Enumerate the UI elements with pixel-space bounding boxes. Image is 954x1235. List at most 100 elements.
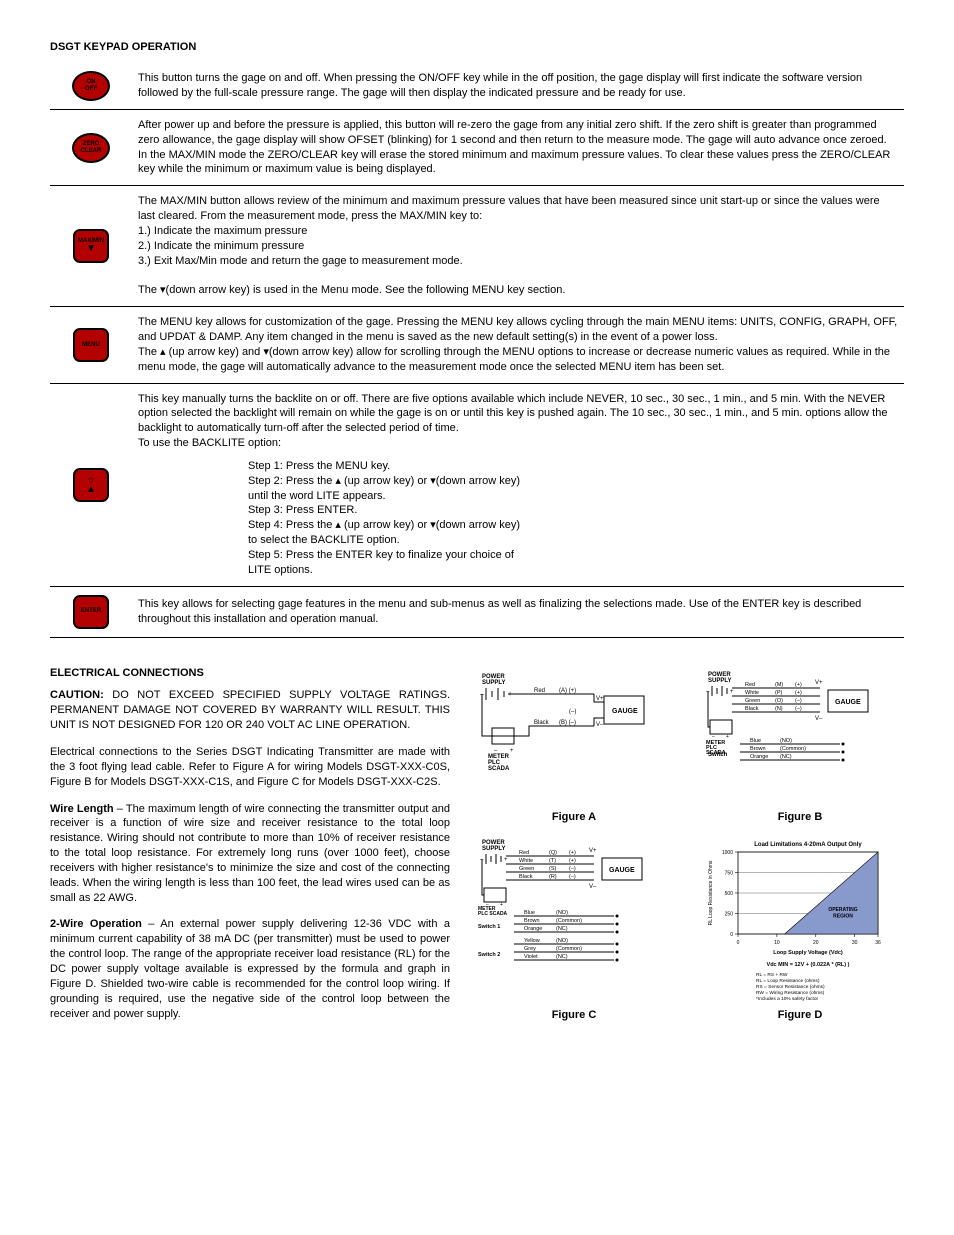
svg-text:V+: V+ xyxy=(596,696,604,702)
section-title-keypad: DSGT KEYPAD OPERATION xyxy=(50,40,904,55)
svg-text:(+): (+) xyxy=(569,858,576,864)
svg-text:(T): (T) xyxy=(549,858,556,864)
svg-text:Blue: Blue xyxy=(524,910,535,916)
svg-text:1000: 1000 xyxy=(722,850,733,856)
svg-text:Vdc MIN = 12V + (0.022A * (RL): Vdc MIN = 12V + (0.022A * (RL) ) xyxy=(767,962,850,968)
svg-text:*Includes a 10% safety factor: *Includes a 10% safety factor xyxy=(756,996,819,1002)
keypad-row-zero: ZERO CLEAR After power up and before the… xyxy=(50,109,904,185)
keypad-row-maxmin: MAX/MIN ▼ The MAX/MIN button allows revi… xyxy=(50,186,904,307)
figure-d-chart: Load Limitations 4-20mA Output Only 0 250 5… xyxy=(696,834,904,1004)
svg-text:(NO): (NO) xyxy=(556,910,568,916)
on-off-key-icon: ON OFF xyxy=(72,71,110,101)
svg-text:GAUGE: GAUGE xyxy=(835,699,861,706)
backlite-key-icon: ☼ ▲ xyxy=(73,468,109,502)
figure-a-label: Figure A xyxy=(470,810,678,825)
svg-text:White: White xyxy=(745,690,759,696)
svg-text:(–): (–) xyxy=(569,866,576,872)
svg-text:V–: V– xyxy=(589,884,597,890)
svg-text:500: 500 xyxy=(725,891,734,897)
svg-text:(Q): (Q) xyxy=(549,850,557,856)
figure-c-diagram: POWERSUPPLY –+ Red(Q)(+) White(T)(+) Gre… xyxy=(470,834,678,1004)
svg-text:+: + xyxy=(500,902,503,908)
svg-text:+: + xyxy=(504,857,508,863)
svg-text:Red: Red xyxy=(519,850,529,856)
keypad-table: ON OFF This button turns the gage on and… xyxy=(50,63,904,638)
figure-b-diagram: POWERSUPPLY –+ Red(M)(+) White(P)(+) Gre… xyxy=(696,666,904,806)
two-wire-paragraph: 2-Wire Operation – An external power sup… xyxy=(50,917,450,1021)
svg-text:(Common): (Common) xyxy=(556,946,582,952)
svg-text:750: 750 xyxy=(725,871,734,877)
svg-text:Yellow: Yellow xyxy=(524,938,540,944)
svg-text:(R): (R) xyxy=(549,874,557,880)
fig-a-ps-label: POWERSUPPLY xyxy=(482,674,505,686)
svg-text:OPERATING: OPERATING xyxy=(828,908,857,914)
svg-text:–: – xyxy=(486,902,489,908)
svg-text:0: 0 xyxy=(730,932,733,938)
keypad-row-onoff: ON OFF This button turns the gage on and… xyxy=(50,63,904,110)
svg-text:Orange: Orange xyxy=(750,754,768,760)
svg-text:(M): (M) xyxy=(775,682,783,688)
svg-text:Black: Black xyxy=(534,720,550,726)
figure-c: POWERSUPPLY –+ Red(Q)(+) White(T)(+) Gre… xyxy=(470,834,678,1023)
svg-text:(–): (–) xyxy=(795,706,802,712)
wire-length-paragraph: Wire Length – The maximum length of wire… xyxy=(50,802,450,906)
svg-text:REGION: REGION xyxy=(833,914,853,920)
svg-text:Green: Green xyxy=(745,698,760,704)
connections-paragraph: Electrical connections to the Series DSG… xyxy=(50,745,450,790)
svg-text:30: 30 xyxy=(852,940,858,946)
svg-text:Switch 1: Switch 1 xyxy=(478,924,500,930)
keypad-desc: The MENU key allows for customization of… xyxy=(132,307,904,383)
svg-text:+: + xyxy=(510,748,514,754)
electrical-text-column: ELECTRICAL CONNECTIONS CAUTION: DO NOT E… xyxy=(50,666,450,1034)
keypad-desc: This button turns the gage on and off. W… xyxy=(132,63,904,110)
svg-text:10: 10 xyxy=(774,940,780,946)
keypad-row-backlite: ☼ ▲ This key manually turns the backlite… xyxy=(50,383,904,586)
svg-text:20: 20 xyxy=(813,940,819,946)
figure-b: POWERSUPPLY –+ Red(M)(+) White(P)(+) Gre… xyxy=(696,666,904,825)
backlite-steps: Step 1: Press the MENU key. Step 2: Pres… xyxy=(248,459,898,578)
keypad-desc: The MAX/MIN button allows review of the … xyxy=(132,186,904,307)
svg-text:RL = Loop Resistance (ohms): RL = Loop Resistance (ohms) xyxy=(756,978,820,984)
svg-text:36: 36 xyxy=(875,940,881,946)
keypad-desc: After power up and before the pressure i… xyxy=(132,109,904,185)
figure-b-label: Figure B xyxy=(696,810,904,825)
svg-text:V+: V+ xyxy=(589,848,597,854)
svg-text:(P): (P) xyxy=(775,690,783,696)
svg-text:Violet: Violet xyxy=(524,954,538,960)
svg-text:0: 0 xyxy=(737,940,740,946)
svg-text:(A) (+): (A) (+) xyxy=(559,688,576,694)
svg-text:POWERSUPPLY: POWERSUPPLY xyxy=(482,840,505,852)
keypad-desc: This key allows for selecting gage featu… xyxy=(132,586,904,637)
svg-text:Blue: Blue xyxy=(750,738,761,744)
svg-text:RS = Sensor Resistance (ohms): RS = Sensor Resistance (ohms) xyxy=(756,984,825,990)
svg-text:GAUGE: GAUGE xyxy=(612,708,638,715)
svg-text:RL = RS + RW: RL = RS + RW xyxy=(756,972,788,978)
svg-text:(+): (+) xyxy=(795,690,802,696)
svg-text:Load Limitations 4-20mA Output: Load Limitations 4-20mA Output Only xyxy=(754,842,862,848)
svg-text:250: 250 xyxy=(725,912,734,918)
svg-text:V–: V– xyxy=(815,716,823,722)
zero-clear-key-icon: ZERO CLEAR xyxy=(72,133,110,163)
svg-text:Grey: Grey xyxy=(524,946,536,952)
svg-text:White: White xyxy=(519,858,533,864)
svg-text:RW = Wiring Resistance (ohms): RW = Wiring Resistance (ohms) xyxy=(756,990,825,996)
figure-a: POWERSUPPLY –+ Red (A) (+) V+ (–) xyxy=(470,666,678,825)
svg-text:Red: Red xyxy=(745,682,755,688)
figure-c-label: Figure C xyxy=(470,1008,678,1023)
svg-text:Black: Black xyxy=(745,706,759,712)
keypad-desc: This key manually turns the backlite on … xyxy=(132,383,904,586)
svg-text:Orange: Orange xyxy=(524,926,542,932)
svg-text:Brown: Brown xyxy=(750,746,766,752)
figure-d-label: Figure D xyxy=(696,1008,904,1023)
svg-text:Red: Red xyxy=(534,688,545,694)
svg-text:(NC): (NC) xyxy=(556,954,568,960)
svg-text:Loop Supply Voltage (Vdc): Loop Supply Voltage (Vdc) xyxy=(773,950,843,956)
svg-text:Switch 2: Switch 2 xyxy=(478,952,500,958)
svg-text:(+): (+) xyxy=(795,682,802,688)
svg-text:(Common): (Common) xyxy=(780,746,806,752)
svg-text:Brown: Brown xyxy=(524,918,540,924)
svg-text:RL Loop Resistance in Ohms: RL Loop Resistance in Ohms xyxy=(708,861,714,926)
svg-text:–: – xyxy=(712,734,715,740)
svg-text:V–: V– xyxy=(596,722,604,728)
svg-text:METERPLCSCADA: METERPLCSCADA xyxy=(488,754,510,772)
